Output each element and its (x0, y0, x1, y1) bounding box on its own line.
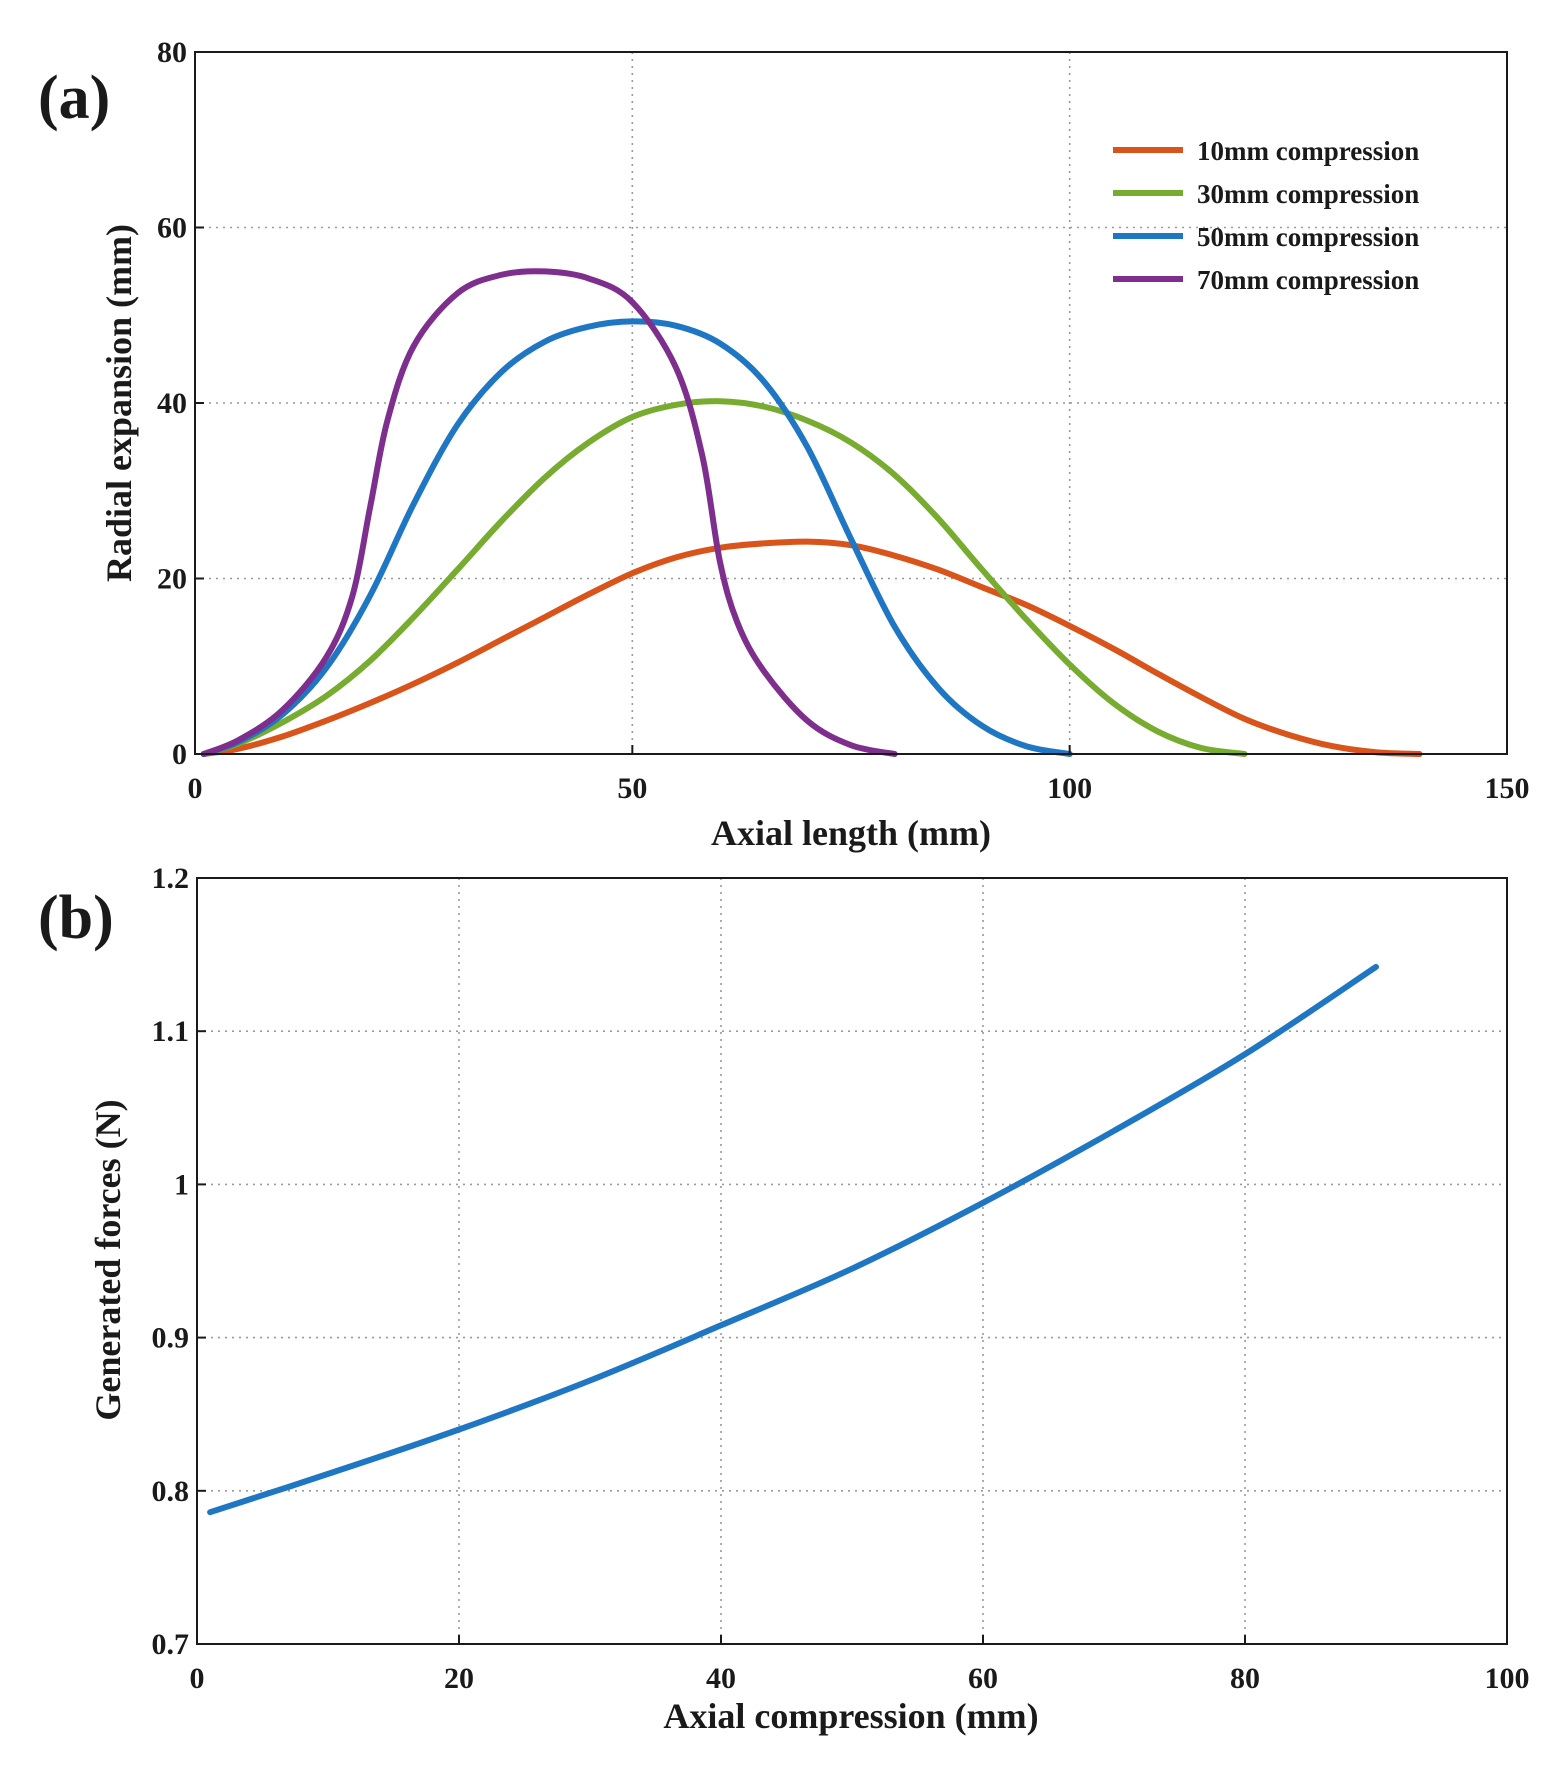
panel-b-label: (b) (38, 884, 114, 952)
panel-a-x-axis-label: Axial length (mm) (711, 813, 991, 853)
legend-label-30mm: 30mm compression (1197, 179, 1419, 209)
series-line-0 (207, 963, 1379, 1516)
x-tick-label: 60 (968, 1662, 998, 1695)
legend-label-10mm: 10mm compression (1197, 136, 1419, 166)
y-tick-label: 0.7 (152, 1628, 190, 1661)
x-tick-label: 100 (1047, 772, 1092, 805)
x-tick-label: 80 (1230, 1662, 1260, 1695)
panel-b-x-axis-label: Axial compression (mm) (663, 1696, 1038, 1736)
panel-a-y-axis-label: Radial expansion (mm) (99, 224, 139, 582)
x-tick-label: 40 (706, 1662, 736, 1695)
y-tick-label: 60 (157, 212, 187, 245)
legend-label-70mm: 70mm compression (1197, 265, 1419, 295)
x-tick-label: 150 (1485, 772, 1530, 805)
y-tick-label: 1.1 (152, 1015, 190, 1048)
panel-a-ticks: 0 50 100 150 0 20 40 60 80 (157, 36, 1530, 805)
x-tick-label: 0 (188, 772, 203, 805)
x-tick-label: 50 (617, 772, 647, 805)
x-tick-label: 100 (1485, 1662, 1530, 1695)
panel-b-ticks: 0 20 40 60 80 100 0.7 0.8 0.9 1 1.1 1.2 (152, 862, 1530, 1695)
y-tick-label: 80 (157, 36, 187, 69)
y-tick-label: 20 (157, 563, 187, 596)
panel-b-series (207, 963, 1379, 1516)
panel-b-grid (197, 878, 1507, 1644)
panel-a-label: (a) (38, 64, 110, 132)
series-line-70mm-compression (200, 268, 898, 757)
x-tick-label: 20 (444, 1662, 474, 1695)
y-tick-label: 40 (157, 387, 187, 420)
series-line-50mm-compression (200, 318, 1073, 757)
panel-b-plot-frame (196, 877, 1508, 1645)
series-line-10mm-compression (200, 538, 1423, 757)
y-tick-label: 0.9 (152, 1322, 190, 1355)
y-tick-label: 1 (174, 1168, 189, 1201)
y-tick-label: 0.8 (152, 1475, 190, 1508)
panel-b-chart: (b) 0 20 40 60 80 100 0.7 0.8 0.9 1 1.1 1.2 Axial c… (38, 862, 1530, 1736)
y-tick-label: 0 (172, 738, 187, 771)
panel-b-y-axis-label: Generated forces (N) (88, 1099, 128, 1420)
panel-a-chart: (a) 0 50 100 150 0 20 40 60 80 Axial length (mm)… (38, 36, 1530, 853)
x-tick-label: 0 (190, 1662, 205, 1695)
panel-a-grid (195, 52, 1507, 754)
legend-label-50mm: 50mm compression (1197, 222, 1419, 252)
y-tick-label: 1.2 (152, 862, 190, 895)
panel-a-series (200, 268, 1423, 757)
series-line-30mm-compression (200, 398, 1248, 757)
panel-a-legend: 10mm compression 30mm compression 50mm c… (1113, 136, 1419, 295)
